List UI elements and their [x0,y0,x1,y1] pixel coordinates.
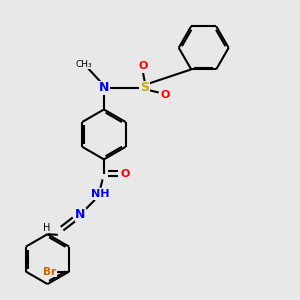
Text: O: O [121,169,130,179]
Text: Br: Br [44,267,57,277]
Text: O: O [160,90,170,100]
Text: S: S [140,81,149,94]
Text: N: N [75,208,85,221]
Text: NH: NH [91,189,110,199]
Text: CH₃: CH₃ [76,60,92,69]
Text: H: H [43,223,50,233]
Text: N: N [99,81,109,94]
Text: O: O [138,61,148,71]
